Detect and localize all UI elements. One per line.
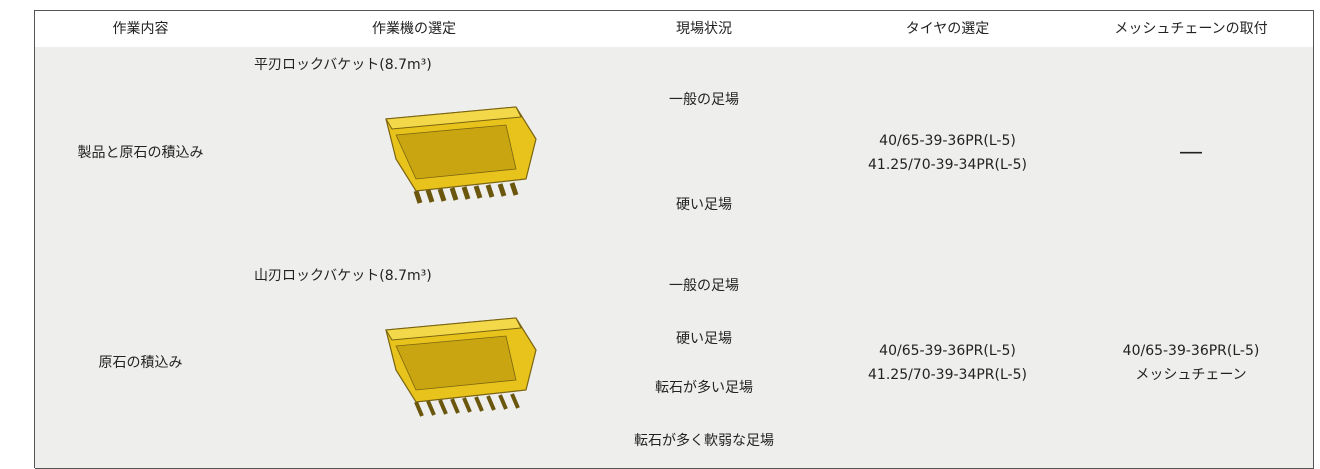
machine-cell: 平刃ロックバケット(8.7m³): [246, 47, 583, 259]
machine-cell: 山刃ロックバケット(8.7m³): [246, 258, 583, 469]
header-text: 作業内容: [112, 21, 169, 37]
condition-cell: 転石が多く軟弱な足場: [582, 413, 827, 469]
bucket-icon: [385, 106, 537, 204]
table: 作業内容 作業機の選定 現場状況 タイヤの選定 メッシュチェーンの取付 製品と原…: [34, 10, 1314, 469]
mesh-cell: ―: [1069, 47, 1314, 259]
work-cell: 原石の積込み: [35, 258, 247, 469]
mesh-text: メッシュチェーン: [1135, 367, 1247, 383]
condition-cell: 転石が多い足場: [582, 363, 827, 414]
mesh-text: ―: [1180, 139, 1202, 165]
header-cell: 作業機の選定: [246, 11, 583, 48]
header-text: 作業機の選定: [372, 21, 456, 37]
condition-text: 硬い足場: [676, 330, 732, 347]
condition-text: 転石が多く軟弱な足場: [634, 432, 774, 449]
machine-text: 山刃ロックバケット(8.7m³): [254, 268, 432, 284]
condition-text: 硬い足場: [676, 197, 732, 213]
condition-text: 一般の足場: [669, 91, 739, 108]
condition-cell: 一般の足場: [582, 47, 827, 153]
condition-cell: 一般の足場: [582, 258, 827, 315]
header-cell: メッシュチェーンの取付: [1069, 11, 1314, 48]
tire-text: 40/65-39-36PR(L-5): [879, 343, 1016, 359]
header-text: タイヤの選定: [905, 21, 990, 37]
header-text: メッシュチェーンの取付: [1114, 21, 1268, 37]
tire-cell: 40/65-39-36PR(L-5) 41.25/70-39-34PR(L-5): [826, 47, 1070, 259]
tire-cell: 40/65-39-36PR(L-5) 41.25/70-39-34PR(L-5): [826, 258, 1070, 469]
header-text: 現場状況: [676, 21, 732, 37]
mesh-text: 40/65-39-36PR(L-5): [1122, 343, 1260, 359]
tire-text: 41.25/70-39-34PR(L-5): [868, 156, 1027, 173]
header-cell: タイヤの選定: [826, 11, 1070, 48]
condition-text: 一般の足場: [669, 278, 739, 294]
header-cell: 作業内容: [35, 11, 247, 48]
condition-text: 転石が多い足場: [655, 380, 753, 396]
condition-cell: 硬い足場: [582, 152, 827, 259]
condition-cell: 硬い足場: [582, 314, 827, 364]
tire-text: 40/65-39-36PR(L-5): [879, 132, 1016, 149]
tire-text: 41.25/70-39-34PR(L-5): [868, 367, 1027, 383]
header-cell: 現場状況: [582, 11, 827, 48]
machine-text: 平刃ロックバケット(8.7m³): [254, 57, 432, 73]
work-text: 原石の積込み: [98, 355, 183, 371]
work-cell: 製品と原石の積込み: [35, 47, 247, 259]
mesh-cell: 40/65-39-36PR(L-5) メッシュチェーン: [1069, 258, 1314, 469]
work-text: 製品と原石の積込み: [77, 144, 204, 161]
bucket-icon: [385, 317, 537, 417]
